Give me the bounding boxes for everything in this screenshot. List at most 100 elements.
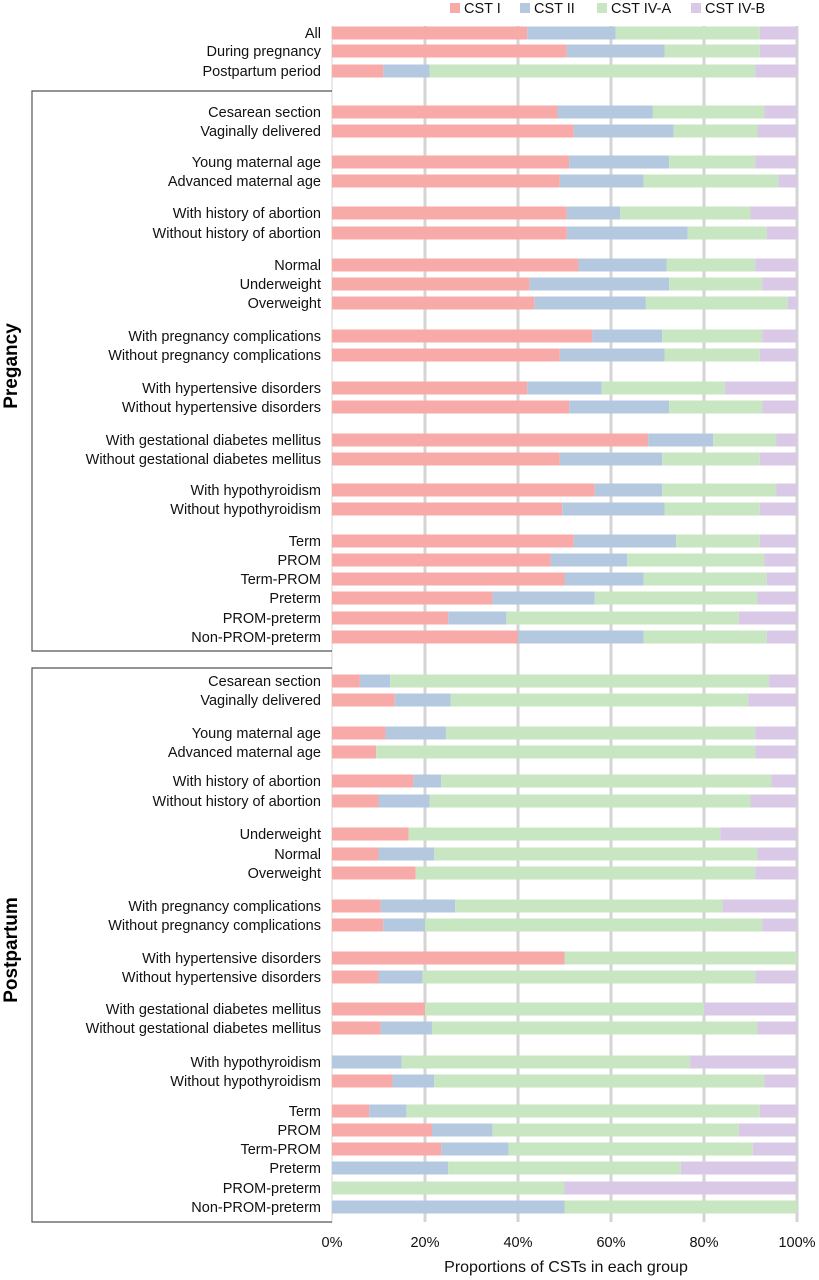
category-label: All <box>305 26 321 42</box>
legend-label: CST II <box>534 1 575 17</box>
bar-segment <box>332 452 560 466</box>
bar-segment <box>776 483 797 497</box>
bar-segment <box>662 329 763 343</box>
bar-segment <box>759 534 797 548</box>
bar-segment <box>762 329 797 343</box>
bar-segment <box>762 918 797 932</box>
category-label: Underweight <box>240 827 321 843</box>
bar-segment <box>662 483 777 497</box>
bar-segment <box>676 534 760 548</box>
bar-segment <box>752 1142 797 1156</box>
category-label: Normal <box>274 847 321 863</box>
legend-label: CST I <box>464 1 501 17</box>
bar-segment <box>332 591 493 605</box>
category-label: With hypertensive disorders <box>142 951 321 967</box>
bar-segment <box>425 1002 704 1016</box>
bar-segment <box>620 206 751 220</box>
bar-segment <box>755 866 797 880</box>
category-label: Without hypothyroidism <box>170 502 321 518</box>
bar-segment <box>527 26 616 40</box>
x-tick-label: 60% <box>596 1235 625 1251</box>
category-label: Young maternal age <box>192 155 321 171</box>
bar-segment <box>450 693 749 707</box>
bar-segment <box>332 774 414 788</box>
bar-segment <box>385 726 446 740</box>
category-label: Advanced maternal age <box>168 745 321 761</box>
group-title: Pregancy <box>1 323 22 409</box>
bar-segment <box>776 433 797 447</box>
category-label: Preterm <box>269 1161 321 1177</box>
bar-segment <box>332 155 570 169</box>
bar-segment <box>332 674 360 688</box>
category-label: Vaginally delivered <box>200 124 321 140</box>
bar-segment <box>664 502 760 516</box>
bar-segment <box>441 774 772 788</box>
bar-segment <box>645 296 788 310</box>
x-tick-label: 40% <box>503 1235 532 1251</box>
bar-segment <box>332 866 416 880</box>
bar-segment <box>764 1074 797 1088</box>
bar-segment <box>383 918 425 932</box>
bar-segment <box>332 258 579 272</box>
x-tick-label: 100% <box>778 1235 815 1251</box>
bar-segment <box>332 726 386 740</box>
category-label: Without gestational diabetes mellitus <box>86 1021 321 1037</box>
group-brackets: Pregancy Postpartum <box>1 90 332 1223</box>
bar-segment <box>492 1123 739 1137</box>
bar-segment <box>766 226 797 240</box>
bar-segment <box>566 44 665 58</box>
bar-segment <box>652 105 765 119</box>
bar-segment <box>434 1074 765 1088</box>
group-title: Postpartum <box>1 897 22 1003</box>
bar-segment <box>759 44 797 58</box>
bar-segment <box>673 124 758 138</box>
bar-segment <box>757 591 797 605</box>
bar-segment <box>380 899 456 913</box>
bar-segment <box>332 433 649 447</box>
bar-segment <box>594 483 663 497</box>
bar-segment <box>766 630 797 644</box>
bar-segment <box>394 693 451 707</box>
bar-segment <box>759 26 797 40</box>
category-label: Non-PROM-preterm <box>191 1200 321 1216</box>
bar-segment <box>566 206 621 220</box>
bar-segment <box>759 348 797 362</box>
bar-segment <box>429 64 756 78</box>
category-label: PROM <box>278 1123 322 1139</box>
category-label: Young maternal age <box>192 726 321 742</box>
bar-segment <box>415 866 756 880</box>
bar-segment <box>750 794 797 808</box>
bar-segment <box>662 452 760 466</box>
bar-segment <box>422 970 756 984</box>
bar-segment <box>527 381 602 395</box>
bar-segment <box>704 1002 797 1016</box>
category-label: Cesarean section <box>208 105 321 121</box>
bar-segment <box>431 1021 758 1035</box>
bar-segment <box>332 64 384 78</box>
bar-segment <box>755 155 797 169</box>
bar-segment <box>648 433 714 447</box>
bar-segment <box>748 693 797 707</box>
bar-segment <box>643 630 767 644</box>
category-label: With history of abortion <box>173 206 321 222</box>
category-label: With gestational diabetes mellitus <box>106 433 321 449</box>
category-label: Vaginally delivered <box>200 693 321 709</box>
bar-segment <box>332 745 377 759</box>
bar-segment <box>332 400 570 414</box>
x-tick-label: 20% <box>410 1235 439 1251</box>
bar-segment <box>669 400 763 414</box>
bar-segment <box>615 26 760 40</box>
bar-segment <box>332 206 567 220</box>
bar-segment <box>534 296 646 310</box>
bar-segment <box>762 400 797 414</box>
bar-segment <box>550 553 628 567</box>
category-label: Cesarean section <box>208 674 321 690</box>
bar-segment <box>429 794 751 808</box>
category-label: Without hypertensive disorders <box>122 970 321 986</box>
bar-segment <box>643 174 779 188</box>
bar-segment <box>332 553 551 567</box>
bar-segment <box>332 1074 393 1088</box>
category-label: With hypertensive disorders <box>142 381 321 397</box>
bar-segment <box>757 1021 797 1035</box>
